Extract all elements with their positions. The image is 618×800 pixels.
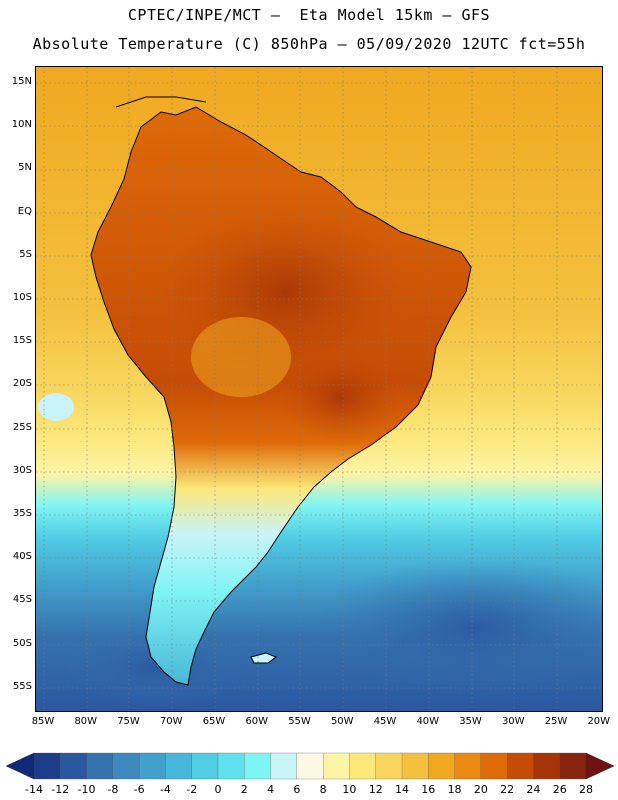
lat-label: 45S (12, 594, 32, 606)
colorbar-label: 2 (240, 783, 248, 796)
lat-label: 10S (12, 292, 32, 303)
lat-label: 25S (12, 421, 32, 433)
colorbar-label: 10 (342, 783, 357, 796)
lon-label: 40W (416, 716, 440, 727)
bolivia-warm-patch (191, 317, 291, 397)
lon-label: 75W (117, 716, 140, 727)
colorbar-label: -14 (25, 783, 43, 796)
colorbar-label: 18 (447, 783, 462, 796)
colorbar-cell (428, 752, 456, 780)
lat-lon-grid (36, 67, 602, 711)
colorbar-label: 22 (500, 783, 515, 796)
title-line-2: Absolute Temperature (C) 850hPa – 05/09/… (32, 35, 586, 53)
pacific-cool-patch (38, 393, 74, 421)
colorbar-label: -2 (186, 783, 198, 796)
colorbar-cell (480, 752, 508, 780)
lat-label: 10N (11, 119, 32, 131)
lon-label: 65W (202, 716, 226, 727)
colorbar-label: 24 (526, 783, 541, 796)
colorbar-cell (454, 752, 482, 780)
lon-label: 55W (288, 716, 311, 727)
southeast-brazil-hot-core (281, 352, 401, 442)
lat-label: 50S (12, 637, 32, 649)
pacific-cold-core (66, 627, 246, 707)
lon-label: 50W (330, 716, 354, 727)
colorbar-cell (138, 752, 166, 780)
colorbar-cell (217, 752, 245, 780)
lat-label: 40S (12, 551, 32, 563)
colorbar-cell (401, 752, 429, 780)
colorbar-label: 28 (579, 783, 593, 796)
colorbar-label: -4 (159, 783, 171, 796)
colorbar-label: 8 (319, 783, 327, 796)
map-canvas (36, 67, 602, 711)
colorbar-cell (191, 752, 219, 780)
colorbar (5, 752, 615, 780)
atlantic-cold-core (316, 557, 602, 697)
lat-label: 55S (12, 680, 32, 692)
colorbar-label: 4 (267, 783, 275, 796)
lon-label: 60W (245, 716, 269, 727)
colorbar-cell (60, 752, 88, 780)
colorbar-cell (33, 752, 61, 780)
colorbar-cell (296, 752, 324, 780)
colorbar-label: -8 (107, 783, 119, 796)
lat-label: EQ (17, 205, 32, 217)
colorbar-cell (375, 752, 403, 780)
lat-label: 35S (12, 508, 32, 519)
colorbar-label: -6 (133, 783, 145, 796)
colorbar-cell (559, 752, 587, 780)
colorbar-cell (506, 752, 534, 780)
cuba-outline (115, 96, 207, 108)
lat-label: 5S (19, 248, 32, 260)
lon-label: 20W (587, 716, 611, 727)
colorbar-label: 6 (293, 783, 301, 796)
lat-label: 15N (11, 76, 32, 87)
colorbar-label: -10 (77, 783, 96, 796)
title-line-1: CPTEC/INPE/MCT – Eta Model 15km – GFS (127, 6, 491, 24)
colorbar-label: 20 (473, 783, 488, 796)
colorbar-arrow-right (585, 752, 615, 780)
lon-label: 70W (159, 716, 183, 727)
colorbar-label: 26 (552, 783, 567, 796)
lon-label: 80W (74, 716, 98, 727)
temperature-map[interactable] (35, 66, 603, 712)
lat-label: 15S (12, 335, 32, 347)
colorbar-cell (533, 752, 561, 780)
colorbar-cells (33, 752, 587, 780)
colorbar-arrow-left (5, 752, 35, 780)
colorbar-cell (270, 752, 298, 780)
colorbar-cell (165, 752, 193, 780)
colorbar-cell (322, 752, 350, 780)
colorbar-label: 0 (214, 783, 222, 796)
colorbar-label: 16 (421, 783, 436, 796)
colorbar-label: -12 (51, 783, 70, 796)
colorbar-label: 12 (368, 783, 383, 796)
lon-label: 35W (459, 716, 482, 727)
lon-label: 85W (31, 716, 55, 727)
lon-label: 45W (373, 716, 397, 727)
colorbar-label: 14 (395, 783, 409, 796)
colorbar-cell (349, 752, 377, 780)
lon-label: 25W (544, 716, 568, 727)
lat-label: 20S (12, 378, 32, 390)
island-falklands (250, 652, 278, 664)
colorbar-cell (244, 752, 272, 780)
colorbar-cell (86, 752, 114, 780)
colorbar-cell (112, 752, 140, 780)
lat-label: 5N (18, 162, 32, 174)
lat-label: 30S (12, 464, 32, 476)
lon-label: 30W (501, 716, 525, 727)
